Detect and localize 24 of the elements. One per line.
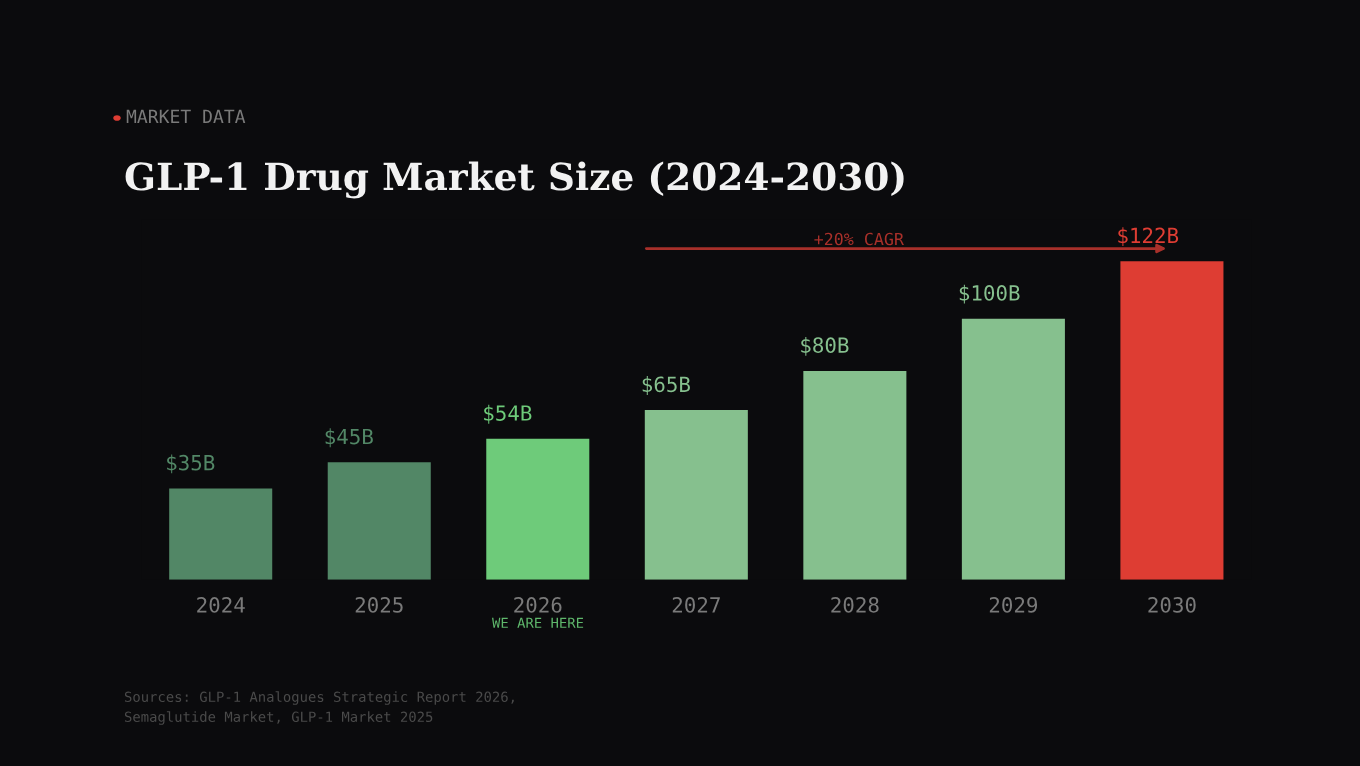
bar xyxy=(486,438,590,580)
bar xyxy=(644,410,748,580)
x-tick-label: 2025 xyxy=(355,597,403,613)
data-label: $122B xyxy=(1118,227,1179,247)
x-tick-label: 2027 xyxy=(672,597,720,613)
data-label: $35B xyxy=(167,454,215,474)
data-label: $65B xyxy=(642,376,690,395)
x-tick-label: 2024 xyxy=(197,597,245,613)
bar xyxy=(327,462,431,580)
bar xyxy=(169,488,273,580)
bar xyxy=(803,370,907,580)
chart-title: GLP-1 Drug Market Size (2024-2030) xyxy=(125,161,904,199)
bar xyxy=(1120,261,1224,580)
data-label: $54B xyxy=(484,404,532,424)
x-tick-label: 2026 xyxy=(514,597,562,613)
bar xyxy=(961,318,1065,580)
data-label: $45B xyxy=(325,428,373,448)
text: +20% CAGR xyxy=(814,232,904,246)
text: MARKET DATA xyxy=(126,109,246,124)
x-tick-label: 2028 xyxy=(831,597,879,613)
x-tick-label: 2030 xyxy=(1148,597,1196,613)
data-label: $100B xyxy=(959,284,1020,304)
data-label: $80B xyxy=(801,336,849,356)
x-tick-label: 2029 xyxy=(989,597,1038,613)
